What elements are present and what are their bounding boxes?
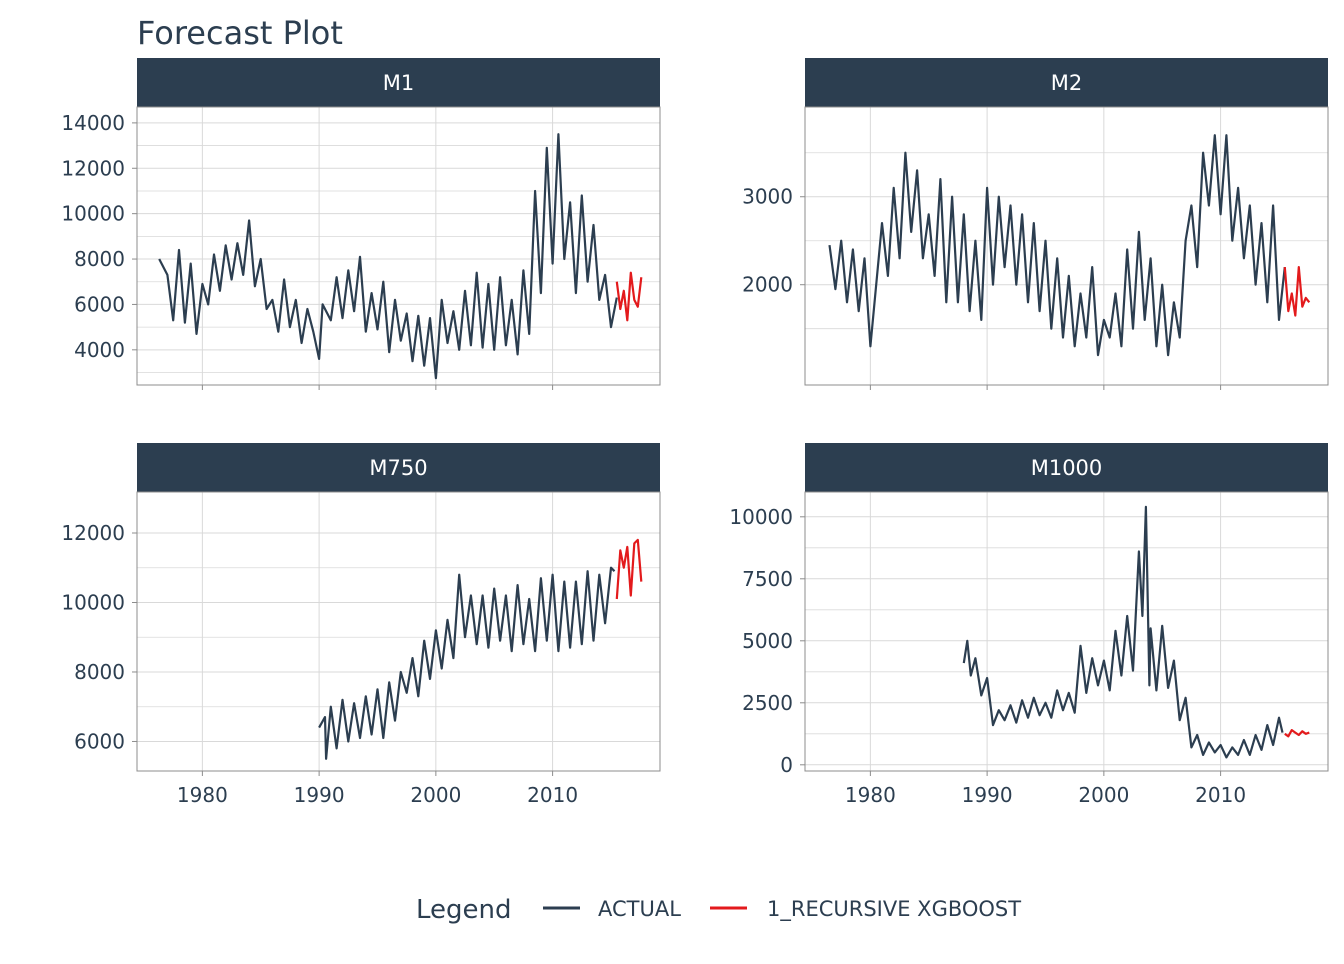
series-line-forecast xyxy=(1284,728,1310,738)
series-line-forecast xyxy=(615,271,643,322)
chart-title: Forecast Plot xyxy=(137,14,343,52)
panel-border xyxy=(804,491,1329,772)
facet-panel-m750: M750 6000 8000 10000 12000 1980 1990 2000 2010 xyxy=(61,443,661,807)
y-tick-label: 6000 xyxy=(74,729,125,753)
facet-strip-label: M2 xyxy=(1051,71,1082,95)
legend-title: Legend xyxy=(416,895,512,925)
y-tick-label: 10000 xyxy=(61,590,125,614)
y-tick-label: 10000 xyxy=(61,202,125,226)
panel-border xyxy=(804,106,1329,386)
legend-label-forecast: 1_RECURSIVE XGBOOST xyxy=(767,897,1021,922)
x-tick-label: 2000 xyxy=(1078,783,1129,807)
facet-strip xyxy=(137,443,660,492)
facet-panel-m2: M2 2000 3000 xyxy=(742,58,1329,390)
facet-strip xyxy=(805,58,1328,107)
x-tick-label: 2000 xyxy=(410,783,461,807)
facet-strip-label: M1000 xyxy=(1031,456,1103,480)
y-tick-label: 12000 xyxy=(61,156,125,180)
y-tick-label: 2500 xyxy=(742,691,793,715)
series-line-actual xyxy=(158,133,618,380)
y-tick-label: 4000 xyxy=(74,338,125,362)
x-tick-label: 2010 xyxy=(1195,783,1246,807)
y-tick-label: 2000 xyxy=(742,273,793,297)
x-tick-label: 1980 xyxy=(845,783,896,807)
panel-border xyxy=(136,491,661,772)
y-tick-label: 7500 xyxy=(742,567,793,591)
x-tick-label: 1990 xyxy=(294,783,345,807)
y-tick-label: 12000 xyxy=(61,521,125,545)
y-tick-label: 3000 xyxy=(742,185,793,209)
facet-panel-m1: M1 4000 6000 8000 10000 12000 14000 xyxy=(61,58,661,390)
y-tick-label: 10000 xyxy=(729,505,793,529)
x-tick-label: 2010 xyxy=(527,783,578,807)
y-tick-label: 6000 xyxy=(74,292,125,316)
legend: Legend ACTUAL 1_RECURSIVE XGBOOST xyxy=(416,895,1021,925)
y-tick-label: 8000 xyxy=(74,247,125,271)
y-tick-label: 5000 xyxy=(742,629,793,653)
facet-strip-label: M750 xyxy=(369,456,427,480)
y-tick-label: 0 xyxy=(780,753,793,777)
series-line-actual xyxy=(962,505,1284,759)
x-tick-label: 1990 xyxy=(962,783,1013,807)
series-line-actual xyxy=(318,566,616,760)
series-line-actual xyxy=(828,134,1286,357)
y-tick-label: 8000 xyxy=(74,660,125,684)
facet-panels: M1400060008000100001200014000M220003000M… xyxy=(61,58,1329,807)
series-line-forecast xyxy=(615,538,643,600)
series-line-forecast xyxy=(1283,266,1311,317)
panel-border xyxy=(136,106,661,386)
facet-strip xyxy=(805,443,1328,492)
legend-label-actual: ACTUAL xyxy=(598,897,681,921)
facet-panel-m1000: M1000 0 2500 5000 7500 10000 1980 1990 2000 2010 xyxy=(729,443,1329,807)
y-tick-label: 14000 xyxy=(61,111,125,135)
facet-strip-label: M1 xyxy=(383,71,414,95)
x-tick-label: 1980 xyxy=(177,783,228,807)
facet-strip xyxy=(137,58,660,107)
